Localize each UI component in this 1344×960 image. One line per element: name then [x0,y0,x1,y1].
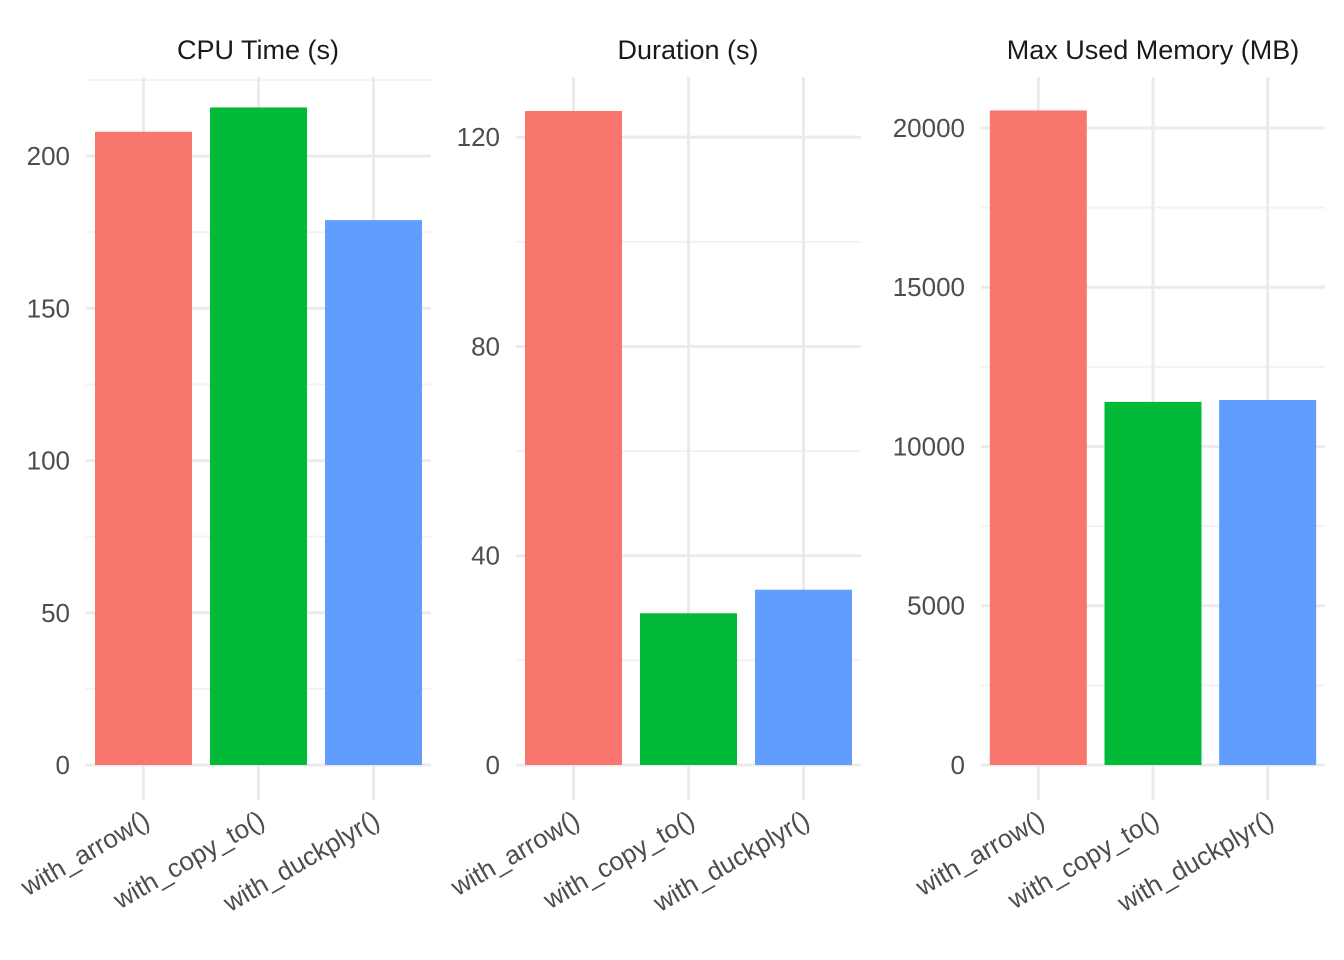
panel-cpu-time: CPU Time (s)050100150200with_arrow()with… [15,35,431,918]
y-tick-label: 15000 [893,272,965,302]
y-tick-label: 5000 [907,591,965,621]
bar-with-arrow [95,131,192,766]
bar-with-copy-to [210,107,307,765]
bar-with-duckplyr [325,220,422,765]
bar-with-duckplyr [1219,399,1317,765]
y-tick-label: 80 [471,331,500,361]
panel-max-used-memory: Max Used Memory (MB) 0 5000 10000 15000 20000… [893,35,1325,918]
y-tick-label: 150 [27,293,70,323]
panel-title: Duration (s) [617,35,758,65]
y-tick-label: 10000 [893,431,965,461]
panel-title: Max Used Memory (MB) [1007,35,1300,65]
y-tick-label: 20000 [893,113,965,143]
y-tick-label: 0 [56,750,70,780]
panel-duration: Duration (s)04080120with_arrow()with_cop… [445,35,861,918]
y-tick-label: 100 [27,446,70,476]
bar-with-duckplyr [755,589,852,765]
panel-title: CPU Time (s) [177,35,339,65]
bar-with-copy-to [1104,401,1202,765]
bar-with-arrow [525,111,622,765]
y-tick-label: 0 [951,750,965,780]
y-tick-label: 120 [457,122,500,152]
y-tick-label: 50 [41,598,70,628]
y-tick-label: 40 [471,541,500,571]
bar-with-arrow [989,110,1087,765]
y-tick-label: 200 [27,141,70,171]
y-tick-label: 0 [486,750,500,780]
bar-with-copy-to [640,613,737,765]
